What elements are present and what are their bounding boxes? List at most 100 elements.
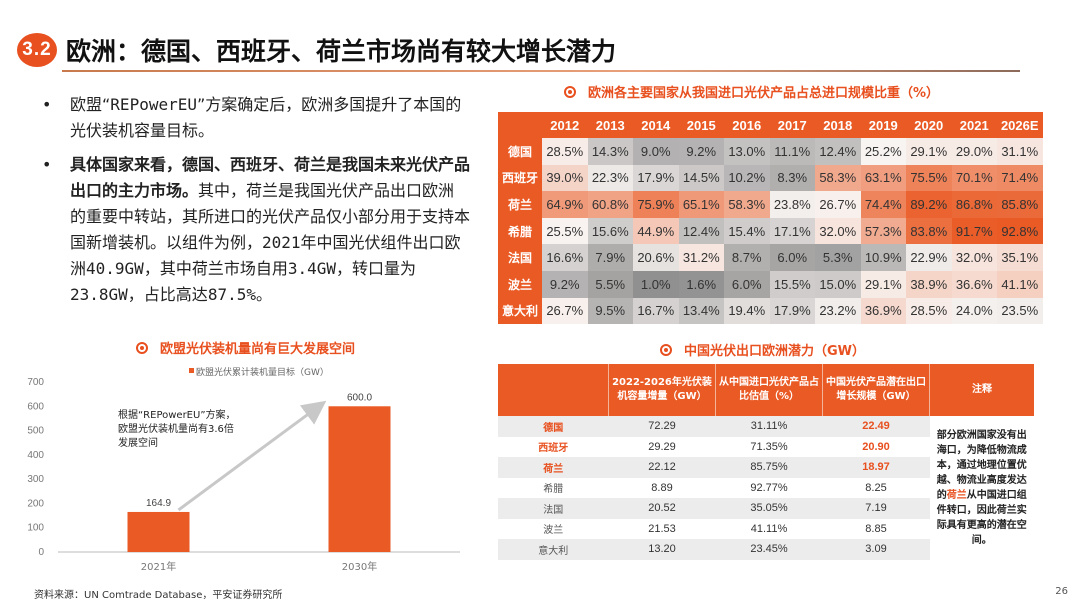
bullet-item-1: • 欧盟“REPowerEU”方案确定后，欧洲多国提升了本国的光伏装机容量目标。	[40, 92, 470, 144]
potential-country: 法国	[498, 498, 609, 519]
heatmap-cell: 9.0%	[633, 138, 679, 165]
heatmap-cell: 16.6%	[542, 244, 588, 271]
heatmap-cell: 41.1%	[997, 270, 1043, 298]
bar-chart-title-text: 欧盟光伏装机量尚有巨大发展空间	[160, 342, 356, 357]
heatmap-cell: 17.9%	[769, 297, 815, 325]
heatmap-cell: 14.5%	[678, 164, 724, 192]
note-text: 从中国进口组件转口，因此荷兰实际具有更高的潜在空间。	[936, 489, 1027, 546]
y-tick-label: 500	[27, 426, 44, 437]
potential-row: 希腊 8.89 92.77% 8.25	[498, 478, 1034, 499]
potential-header-row: 2022-2026年光伏装机容量增量（GW） 从中国进口光伏产品占比估值（%） …	[498, 364, 1034, 416]
y-tick-label: 0	[38, 547, 44, 558]
bullet-mono-run: 87.5%	[207, 285, 256, 304]
bullet-text-run: 欧盟“	[70, 95, 111, 114]
source-note: 资料来源：UN Comtrade Database，平安证券研究所	[34, 590, 283, 601]
heatmap-cell: 92.8%	[997, 217, 1043, 245]
heatmap-cell: 22.3%	[587, 164, 633, 192]
heatmap-cell: 15.5%	[769, 270, 815, 298]
heatmap-year-header: 2017	[769, 112, 815, 138]
heatmap-cell: 1.0%	[633, 270, 679, 298]
potential-value: 7.19	[822, 498, 930, 519]
heatmap-year-header: 2026E	[997, 112, 1043, 138]
heatmap-cell: 10.2%	[724, 164, 770, 192]
potential-title-text: 中国光伏出口欧洲潜力（GW）	[684, 344, 866, 359]
heatmap-cell: 32.0%	[951, 244, 997, 271]
potential-row: 意大利 13.20 23.45% 3.09	[498, 539, 1034, 560]
heatmap-cell: 5.3%	[815, 244, 861, 271]
heatmap-cell: 12.4%	[678, 217, 724, 245]
heatmap-year-header: 2014	[633, 112, 679, 138]
heatmap-cell: 12.4%	[815, 138, 861, 165]
potential-row: 西班牙 29.29 71.35% 20.90	[498, 437, 1034, 458]
heatmap-cell: 29.1%	[860, 270, 906, 298]
potential-share: 92.77%	[750, 481, 788, 494]
potential-increment: 21.53	[648, 522, 676, 535]
potential-country: 希腊	[543, 484, 564, 496]
heatmap-country-label: 荷兰	[498, 191, 542, 218]
heatmap-cell: 26.7%	[542, 297, 588, 325]
bullet-bold-text: 具体国家来看，德国、西班牙、荷兰是我国未来光伏产品出口的主力市场。	[70, 155, 471, 200]
potential-value: 3.09	[822, 539, 930, 560]
heatmap-cell: 65.1%	[678, 191, 724, 218]
potential-value: 18.97	[822, 457, 930, 478]
heatmap-cell: 28.5%	[906, 297, 952, 325]
bullet-dot-icon: •	[42, 155, 52, 174]
y-tick-label: 100	[27, 523, 44, 534]
heatmap-row: 波兰 9.2% 5.5% 1.0% 1.6% 6.0% 15.5% 15.0% 29.1% 38.…	[498, 270, 1043, 298]
heatmap-cell: 25.2%	[860, 138, 906, 165]
chart-annotation: 欧盟光伏装机量尚有3.6倍	[118, 422, 234, 435]
heatmap-header-row: 2012 2013 2014 2015 2016 2017 2018 2019 2020 2021…	[498, 112, 1043, 138]
heatmap-cell: 31.1%	[997, 138, 1043, 165]
potential-row: 荷兰 22.12 85.75% 18.97	[498, 457, 1034, 478]
export-potential-table: 2022-2026年光伏装机容量增量（GW） 从中国进口光伏产品占比估值（%） …	[498, 364, 1034, 560]
heatmap-cell: 75.9%	[633, 191, 679, 218]
potential-increment: 8.89	[651, 481, 673, 494]
heatmap-cell: 23.8%	[769, 191, 815, 218]
heatmap-cell: 58.3%	[724, 191, 770, 218]
heatmap-cell: 22.9%	[906, 244, 952, 271]
heatmap-cell: 10.9%	[860, 244, 906, 271]
heatmap-cell: 71.4%	[997, 164, 1043, 192]
bullet-mono-run: REPowerEU	[110, 95, 197, 114]
heatmap-year-header: 2018	[815, 112, 861, 138]
page-title: 欧洲：德国、西班牙、荷兰市场尚有较大增长潜力	[66, 37, 617, 66]
heatmap-country-label: 法国	[498, 244, 542, 271]
potential-note: 部分欧洲国家没有出海口，为降低物流成本，通过地理位置优越、物流业高度发达的荷兰从…	[929, 416, 1034, 560]
heatmap-cell: 39.0%	[542, 164, 588, 192]
potential-share: 35.05%	[715, 498, 823, 519]
heatmap-country-label: 意大利	[498, 297, 542, 325]
heatmap-year-header: 2015	[678, 112, 724, 138]
radio-target-icon	[136, 341, 148, 354]
bullet-list: • 欧盟“REPowerEU”方案确定后，欧洲多国提升了本国的光伏装机容量目标。…	[40, 92, 470, 316]
potential-row: 德国 72.29 31.11% 22.49 部分欧洲国家没有出海口，为降低物流成本，通过…	[498, 416, 1034, 560]
section-number-badge: 3.2	[17, 33, 57, 67]
potential-value: 8.25	[865, 481, 887, 494]
heatmap-cell: 23.2%	[815, 297, 861, 325]
heatmap-cell: 36.6%	[951, 270, 997, 298]
potential-country: 荷兰	[498, 457, 609, 478]
heatmap-title-text: 欧洲各主要国家从我国进口光伏产品占总进口规模比重（%）	[588, 86, 940, 101]
bullet-mono-run: 2021	[262, 233, 301, 252]
heatmap-cell: 15.6%	[587, 217, 633, 245]
bullet-text-run: 其中，荷兰是我国光伏产品出口欧洲的重要中转站，其所进口的光伏产品仅小部分用于支持…	[70, 181, 471, 252]
y-tick-label: 300	[27, 474, 44, 485]
heatmap-cell: 11.1%	[769, 138, 815, 165]
radio-target-icon	[660, 343, 672, 356]
potential-country: 西班牙	[538, 443, 569, 455]
heatmap-cell: 6.0%	[769, 244, 815, 271]
potential-increment: 13.20	[608, 539, 716, 560]
potential-share: 23.45%	[715, 539, 823, 560]
y-tick-label: 600	[27, 401, 44, 412]
heatmap-cell: 91.7%	[951, 217, 997, 245]
heatmap-cell: 25.5%	[542, 217, 588, 245]
note-highlight: 荷兰	[946, 489, 967, 501]
heatmap-cell: 1.6%	[678, 270, 724, 298]
heatmap-cell: 7.9%	[587, 244, 633, 271]
heatmap-cell: 13.4%	[678, 297, 724, 325]
heatmap-cell: 32.0%	[815, 217, 861, 245]
potential-share: 71.35%	[750, 440, 788, 453]
bullet-text-run: ，其中荷兰市场自用	[143, 259, 288, 278]
heatmap-cell: 8.3%	[769, 164, 815, 192]
potential-share: 85.75%	[715, 457, 823, 478]
bullet-text-run: 年中国光伏组件出口欧洲	[70, 233, 461, 278]
